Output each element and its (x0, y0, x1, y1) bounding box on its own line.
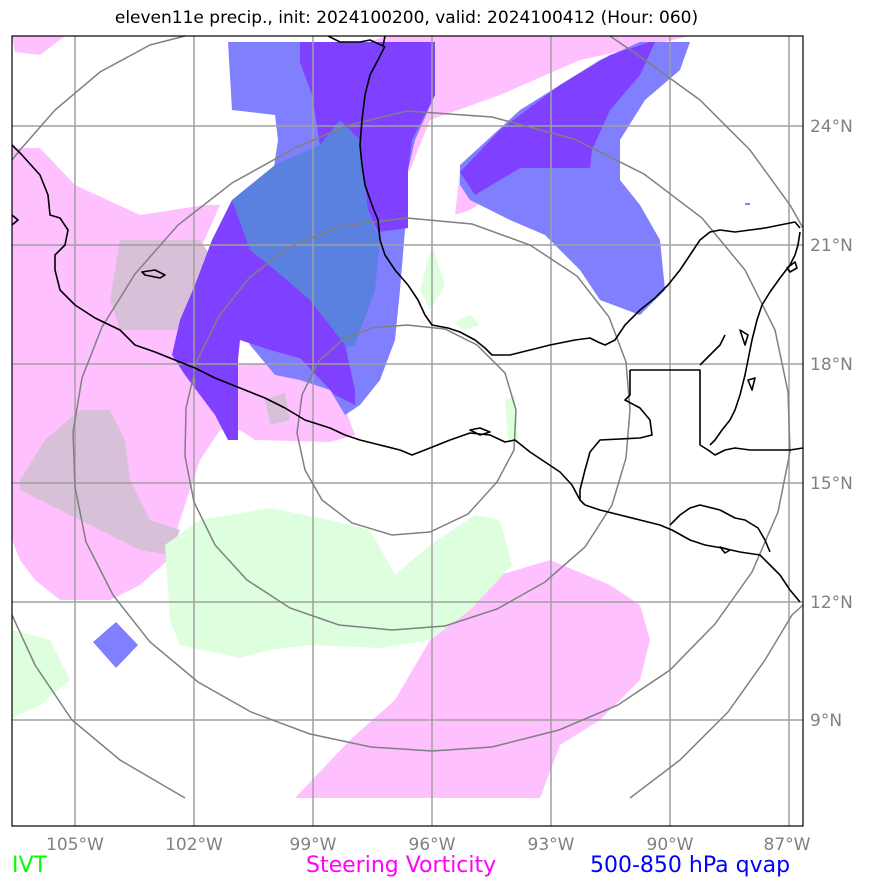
range-ring-1 (296, 324, 517, 536)
map-content (11, 35, 804, 826)
honduras-border (669, 504, 771, 553)
lat-tick-label: 9°N (810, 711, 842, 731)
qvap-area-sw (93, 622, 138, 668)
lat-tick-label: 21°N (810, 236, 853, 256)
qvap-dark-layer (172, 42, 655, 440)
mexico-pacific-coast (11, 144, 586, 506)
overlap-area-1 (110, 240, 210, 330)
qvap-dot (745, 203, 750, 205)
islands-3 (747, 377, 756, 391)
ivt-area-gulf2 (455, 315, 480, 330)
graticule (12, 36, 803, 826)
lat-tick-label: 12°N (810, 593, 853, 613)
lon-tick-label: 93°W (528, 835, 575, 855)
yucatan-east (709, 231, 801, 446)
qvap-dark-ne (460, 42, 655, 195)
legend-steering-vorticity: Steering Vorticity (306, 853, 497, 878)
range-rings (11, 35, 804, 799)
ivt-area-south (165, 508, 512, 658)
lat-tick-label: 18°N (810, 355, 853, 375)
range-ring-3 (72, 110, 791, 752)
lon-tick-label: 105°W (46, 835, 104, 855)
lat-tick-label: 24°N (810, 117, 853, 137)
lon-tick-label: 90°W (647, 835, 694, 855)
lat-tick-labels: 24°N 21°N 18°N 15°N 12°N 9°N (810, 117, 853, 731)
map-title: eleven11e precip., init: 2024100200, val… (114, 8, 699, 28)
islands-6 (719, 546, 731, 554)
qvap-area-east (460, 42, 690, 315)
range-ring-2 (184, 217, 631, 631)
central-america-pacific (584, 504, 801, 603)
islands-4 (739, 329, 749, 346)
guatemala-belize (699, 334, 804, 456)
lon-tick-label: 96°W (409, 835, 456, 855)
legend-ivt: IVT (12, 853, 47, 878)
legend-qvap: 500-850 hPa qvap (590, 853, 791, 878)
coastlines (11, 35, 804, 603)
gulf-coast-west (327, 35, 801, 356)
qvap-dark-west (172, 200, 355, 440)
islands-2 (786, 261, 798, 273)
lon-tick-label: 99°W (290, 835, 337, 855)
lon-tick-label: 87°W (764, 835, 811, 855)
lon-tick-labels: 105°W 102°W 99°W 96°W 93°W 90°W 87°W (46, 835, 811, 855)
lat-tick-label: 15°N (810, 474, 853, 494)
vorticity-area-south (295, 560, 650, 798)
islands-1 (141, 269, 166, 279)
vorticity-area-north (12, 36, 65, 55)
islands-5 (469, 427, 491, 436)
yucatan-border (579, 369, 701, 500)
range-ring-4 (11, 35, 804, 799)
map-frame (11, 35, 804, 827)
lon-tick-label: 102°W (165, 835, 223, 855)
qvap-dark-north (300, 42, 435, 232)
baja-tip (11, 214, 19, 226)
